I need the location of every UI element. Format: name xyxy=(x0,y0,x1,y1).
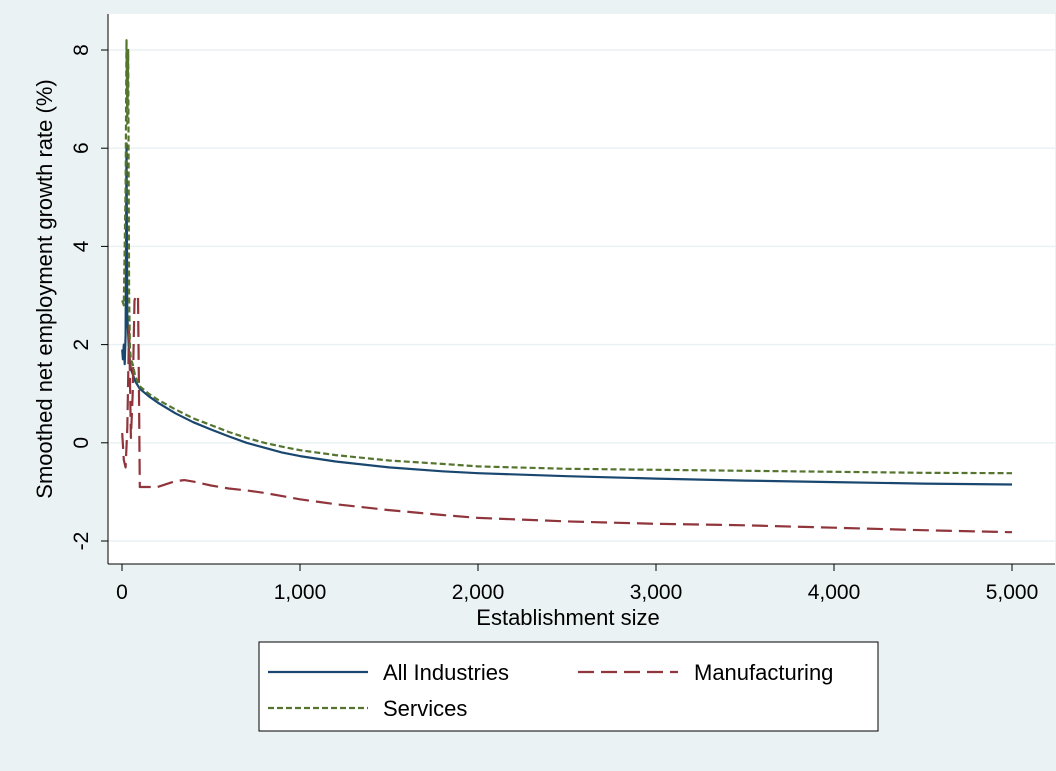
legend-box xyxy=(258,641,879,732)
y-tick-label: 4 xyxy=(70,240,93,252)
series-lines xyxy=(121,39,1013,534)
x-tick-label: 5,000 xyxy=(986,581,1039,604)
y-tick-label: 8 xyxy=(70,44,93,56)
axes xyxy=(107,14,1055,565)
y-tick-label: 2 xyxy=(70,339,93,351)
x-axis-title: Establishment size xyxy=(476,605,659,630)
series-line-manufacturing xyxy=(121,294,1013,534)
legend-label-manufacturing: Manufacturing xyxy=(694,660,833,685)
y-axis-title: Smoothed net employment growth rate (%) xyxy=(32,79,57,498)
x-tick-label: 3,000 xyxy=(630,581,683,604)
legend-label-all-industries: All Industries xyxy=(383,660,509,685)
legend-label-services: Services xyxy=(383,696,467,721)
y-tick-label: 6 xyxy=(70,142,93,154)
x-tick-label: 1,000 xyxy=(274,581,327,604)
plot-area xyxy=(108,14,1055,564)
x-ticks: 0 1,000 2,000 3,000 4,000 5,000 xyxy=(116,564,1038,604)
x-tick-label: 4,000 xyxy=(808,581,861,604)
y-tick-label: -2 xyxy=(70,532,93,551)
x-tick-label: 0 xyxy=(116,581,128,604)
y-tick-label: 0 xyxy=(70,437,93,449)
x-tick-label: 2,000 xyxy=(452,581,505,604)
y-ticks: -2 0 2 4 6 8 xyxy=(70,44,108,550)
legend: All Industries Manufacturing Services xyxy=(258,641,879,732)
series-line-services xyxy=(121,39,1013,475)
